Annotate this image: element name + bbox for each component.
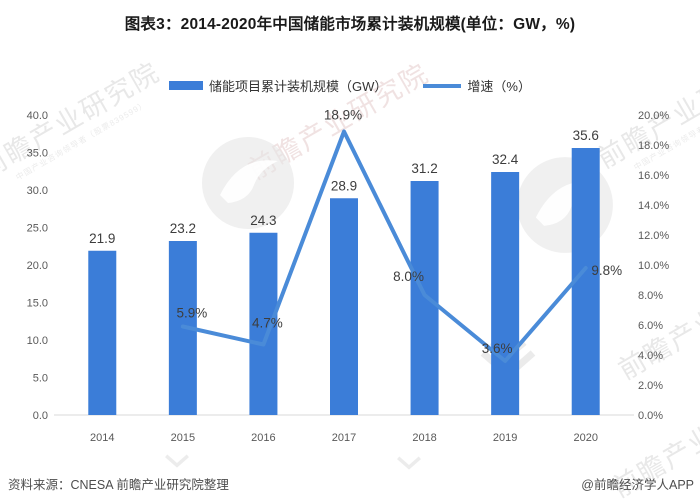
line-value-label-2015: 5.9% — [176, 306, 207, 321]
bar-2017 — [330, 198, 358, 415]
left-axis-tick: 25.0 — [27, 223, 48, 235]
right-axis-tick: 18.0% — [638, 140, 669, 152]
bar-value-label-2017: 28.9 — [331, 178, 357, 193]
left-axis-tick: 30.0 — [27, 185, 48, 197]
legend-bar-swatch-icon — [169, 81, 204, 90]
legend-line-swatch-icon — [423, 83, 462, 88]
line-value-label-2018: 8.0% — [393, 269, 424, 284]
legend-item-installed-capacity: 储能项目累计装机规模（GW） — [169, 76, 387, 95]
left-axis-tick: 0.0 — [33, 410, 48, 422]
left-axis-tick: 10.0 — [27, 335, 48, 347]
right-axis-tick: 6.0% — [638, 320, 663, 332]
x-axis-label-2014: 2014 — [90, 432, 114, 444]
legend-line-label: 增速（%） — [467, 79, 531, 94]
right-axis-tick: 20.0% — [638, 110, 669, 122]
chart-title: 图表3：2014-2020年中国储能市场累计装机规模(单位：GW，%) — [124, 16, 576, 33]
right-axis-tick: 16.0% — [638, 170, 669, 182]
legend-bar-label: 储能项目累计装机规模（GW） — [209, 79, 388, 94]
left-axis-tick: 40.0 — [27, 110, 48, 122]
chart-legend: 储能项目累计装机规模（GW） 增速（%） — [0, 76, 700, 95]
right-axis-tick: 8.0% — [638, 290, 663, 302]
bar-2014 — [88, 250, 117, 415]
left-axis-tick: 15.0 — [27, 298, 48, 310]
line-value-label-2016: 4.7% — [252, 316, 283, 331]
credit-note: @前瞻经济学人APP — [581, 478, 694, 492]
growth-rate-line — [180, 129, 588, 363]
source-note: 资料来源：CNESA 前瞻产业研究院整理 — [8, 478, 229, 492]
combo-chart-plot: 0.0 5.0 10.0 15.0 20.0 25.0 30.0 35.0 40.0 0.0% 2.… — [27, 108, 670, 445]
right-axis-tick: 14.0% — [638, 200, 669, 212]
right-axis-tick: 2.0% — [638, 380, 663, 392]
left-axis-tick: 35.0 — [27, 148, 48, 160]
bar-value-label-2015: 23.2 — [170, 221, 196, 236]
bar-value-label-2016: 24.3 — [250, 213, 276, 228]
bar-value-label-2020: 35.6 — [573, 128, 599, 143]
line-value-label-2020: 9.8% — [591, 263, 622, 278]
right-axis-tick: 12.0% — [638, 230, 669, 242]
bar-2018 — [410, 181, 439, 415]
x-axis-label-2018: 2018 — [412, 432, 436, 444]
left-axis-tick: 5.0 — [33, 373, 48, 385]
left-axis-tick: 20.0 — [27, 260, 48, 272]
legend-item-growth-rate: 增速（%） — [423, 76, 531, 95]
bar-value-label-2018: 31.2 — [411, 161, 437, 176]
bar-2019 — [491, 172, 520, 415]
right-axis-tick: 4.0% — [638, 350, 663, 362]
x-axis-label-2016: 2016 — [251, 432, 275, 444]
right-axis-tick: 10.0% — [638, 260, 669, 272]
x-axis-label-2020: 2020 — [573, 432, 597, 444]
right-axis-tick: 0.0% — [638, 410, 663, 422]
x-axis-label-2019: 2019 — [493, 432, 517, 444]
bar-value-label-2019: 32.4 — [492, 152, 519, 167]
line-value-label-2017: 18.9% — [324, 108, 362, 123]
line-value-label-2019: 3.6% — [482, 341, 513, 356]
x-axis-label-2017: 2017 — [332, 432, 356, 444]
bar-value-label-2014: 21.9 — [89, 231, 115, 246]
x-axis-label-2015: 2015 — [171, 432, 195, 444]
